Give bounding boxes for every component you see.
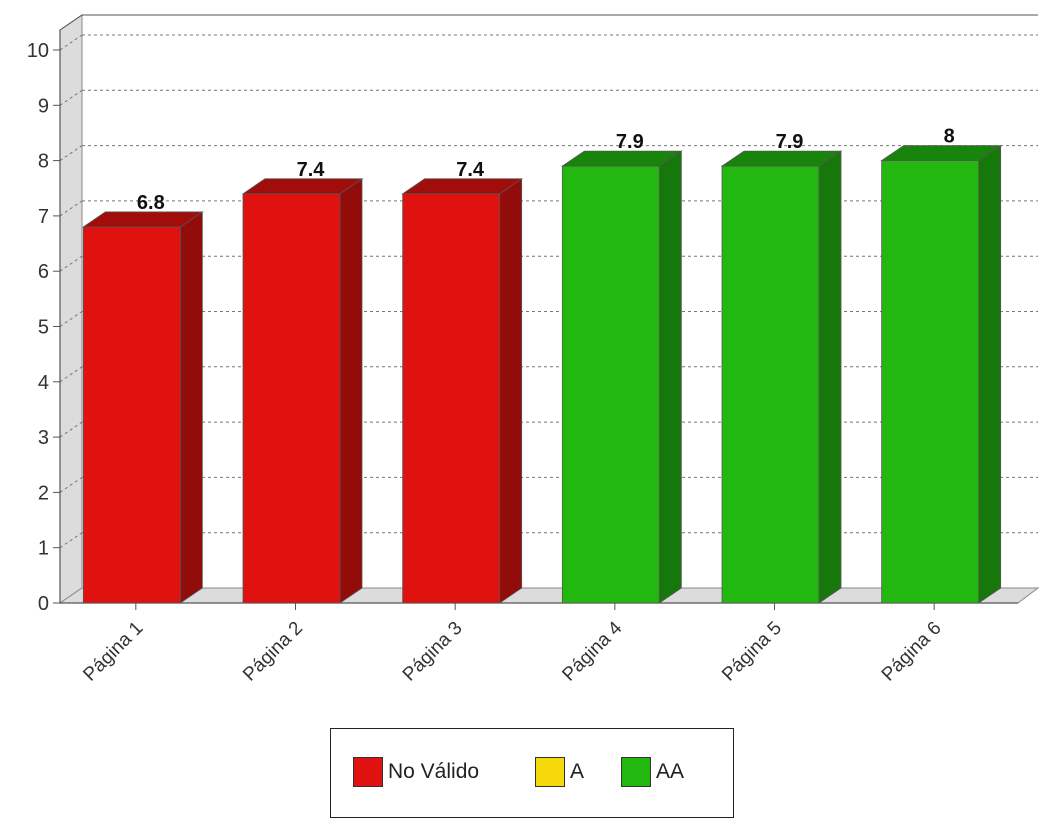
bar-front [82,226,181,604]
bar-front [242,193,341,604]
wall-top-edge [59,14,83,31]
legend-item-aa: AA [621,757,684,787]
y-tick-label: 8 [38,151,49,173]
y-tick-label: 6 [38,261,49,283]
legend-item-a: A [535,757,584,787]
gridline-diagonal [59,366,83,383]
legend-swatch-aa [621,757,651,787]
bar [82,211,204,604]
bar [241,178,364,604]
x-tick-label: Página 5 [718,618,786,686]
data-label: 7.4 [456,159,485,181]
y-tick-label: 1 [38,538,49,560]
bar-side [978,144,1002,604]
gridline-diagonal [59,476,83,493]
bar [401,178,523,604]
gridline-diagonal [59,145,83,162]
gridline-diagonal [59,34,83,51]
bar-side [499,178,523,604]
x-tick-label: Página 2 [239,618,307,686]
legend-label-aa: AA [656,760,685,783]
bar-front [561,165,660,604]
x-tick-label: Página 3 [399,618,467,686]
gridline-diagonal [59,421,83,438]
side-wall [59,14,83,604]
x-axis-ticks: Página 1 Página 2 Página 3 Página 4 Página 5… [79,603,946,686]
x-tick-label: Página 1 [79,618,147,686]
data-label: 7.9 [616,131,644,153]
bar-side [658,150,682,604]
legend-item-no-valido: No Válido [353,757,479,787]
data-label: 6.8 [137,192,165,214]
y-tick-label: 10 [27,40,49,62]
y-axis-ticks: 0 1 2 3 4 5 6 7 8 9 10 [27,40,60,615]
legend-label-a: A [570,760,585,783]
x-tick-label: Página 4 [558,617,626,685]
y-tick-label: 7 [38,206,49,228]
data-label: 8 [944,126,955,148]
data-label: 7.9 [776,131,804,153]
bar-side [179,211,203,604]
x-tick-label: Página 6 [878,618,946,686]
legend-label-no-valido: No Válido [388,760,480,783]
legend-swatch-no-valido [353,757,383,787]
legend-swatch-a [535,757,565,787]
bar-side [818,150,842,604]
y-tick-label: 9 [38,95,49,117]
bar [880,144,1002,604]
bar [561,150,683,604]
y-tick-label: 4 [38,372,49,394]
y-tick-label: 3 [38,427,49,449]
gridline-diagonal [59,311,83,327]
gridlines [59,34,1038,549]
y-tick-label: 5 [38,317,49,339]
legend: No Válido A AA [330,728,734,818]
bar-front [402,193,501,604]
y-tick-label: 2 [38,482,49,504]
bar-front [721,165,820,604]
gridline-diagonal [59,200,83,217]
data-labels: 6.8 7.4 7.4 7.9 7.9 8 [137,126,955,214]
bar-side [339,178,363,604]
bar [720,150,843,604]
axes [59,14,1038,604]
data-label: 7.4 [297,159,326,181]
gridline-diagonal [59,89,83,106]
y-tick-label: 0 [38,593,49,615]
gridline-diagonal [59,532,83,549]
chart-back-wall [59,14,83,604]
bars [82,144,1002,604]
gridline-diagonal [59,255,83,272]
bar-front [881,160,980,604]
